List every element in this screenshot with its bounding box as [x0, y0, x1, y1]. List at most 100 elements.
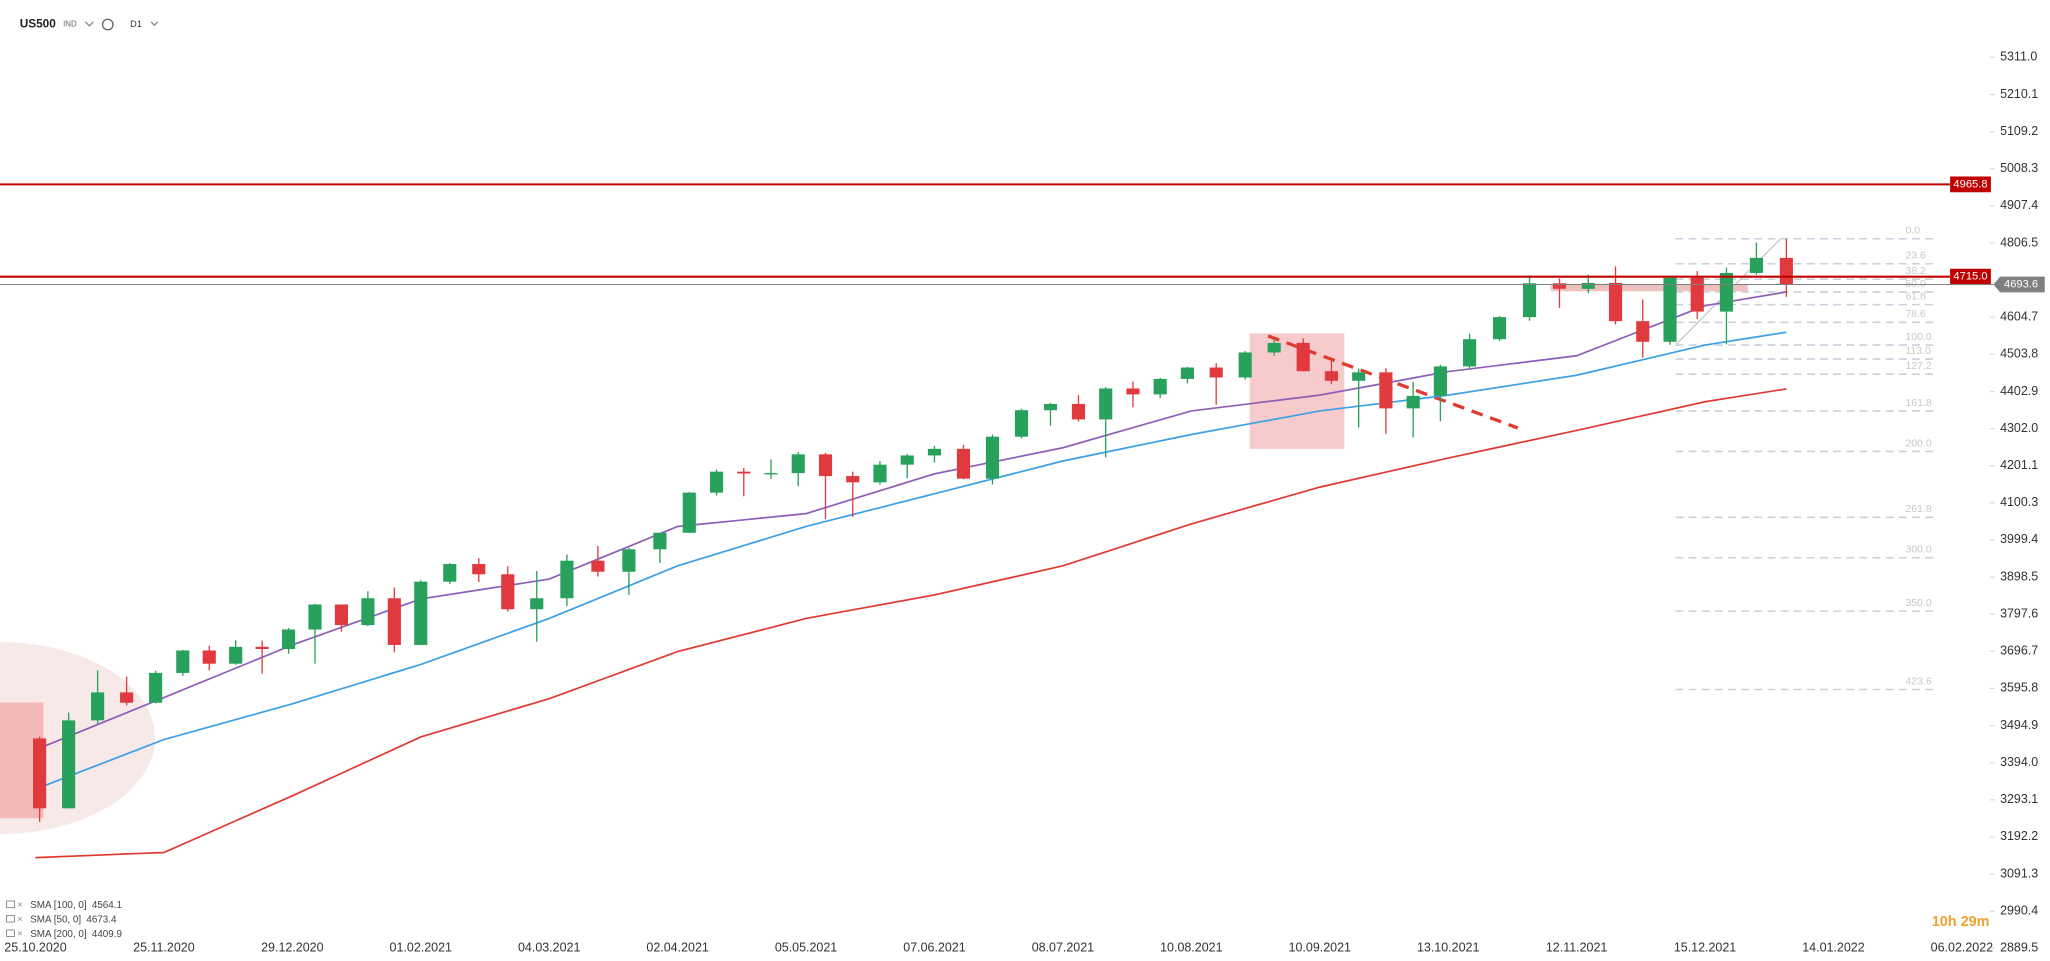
candle-body [764, 473, 778, 475]
candle-body [1749, 257, 1763, 273]
fibonacci: 0.0 23.6 38.250.061.8 78.6 100.0 113.0 127.2 16… [1675, 225, 1935, 691]
candle-body [1492, 317, 1507, 340]
x-tick-label: 25.11.2020 [133, 941, 195, 955]
symbol[interactable]: US500 [20, 17, 57, 31]
candle-body [682, 492, 696, 533]
candle-body [1324, 371, 1338, 381]
candle-body [1779, 257, 1793, 285]
candle-body [1352, 372, 1366, 381]
legend-icon [6, 929, 15, 937]
candle-body [873, 464, 887, 483]
legend-value: 4564.1 [92, 900, 122, 911]
y-tick-label: 2990.4 [2000, 903, 2038, 917]
legend-entry: SMA [200, 0] 4409.9 [30, 928, 122, 939]
fib-label: 38.2 [1905, 265, 1926, 277]
level-label: 4715.0 [1953, 271, 1987, 283]
candle-body [900, 455, 914, 465]
candle-body [653, 532, 667, 550]
y-tick-label: 3394.0 [2000, 755, 2038, 769]
fib-label: 61.8 [1905, 291, 1926, 303]
candle-body [985, 436, 1000, 479]
candle-body [1433, 366, 1447, 396]
x-tick-label: 29.12.2020 [261, 941, 323, 955]
fib-label: 161.8 [1905, 397, 1931, 409]
x-tick-label: 05.05.2021 [775, 941, 837, 955]
level-box [1950, 176, 1991, 193]
x-tick-label: 25.10.2020 [4, 941, 66, 955]
candle-body [1379, 372, 1393, 409]
candle-body [846, 476, 860, 483]
candle-body [1463, 339, 1477, 367]
x-tick-label: 10.08.2021 [1160, 941, 1222, 955]
candle-body [1636, 321, 1650, 342]
candles [33, 238, 1793, 822]
dropdown-icon[interactable] [84, 21, 94, 27]
y-tick-label: 3797.6 [2000, 606, 2038, 620]
x-tick-label: 06.02.2022 [1931, 941, 1993, 955]
candle-body [1690, 277, 1704, 312]
header: US500 IND D1 [20, 17, 159, 31]
y-tick-label: 3999.4 [2000, 532, 2038, 546]
fib-label: 423.6 [1905, 675, 1931, 687]
candle-body [1552, 283, 1567, 289]
fib-label: 78.6 [1905, 308, 1926, 320]
candle-body [1406, 395, 1420, 409]
candle-body [91, 692, 105, 721]
candle-body [791, 454, 805, 474]
fib-label: 350.0 [1905, 597, 1931, 609]
legend-name: SMA [100, 0] [30, 900, 87, 911]
level-label: 4965.8 [1953, 178, 1987, 190]
timer: 10h 29m [1932, 914, 1990, 930]
candle-body [501, 574, 515, 610]
fib-label: 127.2 [1905, 360, 1931, 372]
y-tick-label: 4604.7 [2000, 310, 2038, 324]
y-tick-label: 3192.2 [2000, 829, 2038, 843]
candle-body [1663, 277, 1677, 342]
sma-lines [35, 291, 1787, 859]
fib-label: 200.0 [1905, 437, 1931, 449]
fib-label: 113.0 [1905, 345, 1931, 357]
sma-line [35, 291, 1787, 751]
y-tick-label: 4100.3 [2000, 495, 2038, 509]
candle-body [1071, 403, 1086, 420]
candle-body [120, 692, 134, 703]
y-tick-label: 4907.4 [2000, 198, 2038, 212]
y-tick-label: 3494.9 [2000, 718, 2038, 732]
y-tick-label: 5109.2 [2000, 124, 2038, 138]
y-tick-label: 5210.1 [2000, 87, 2038, 101]
candle-body [229, 646, 243, 664]
candle-body [530, 598, 544, 610]
candle-body [361, 598, 375, 626]
dropdown-icon[interactable] [150, 21, 159, 27]
legend-entry: SMA [50, 0] 4673.4 [30, 914, 117, 925]
fib-label: 261.8 [1905, 503, 1931, 515]
current-price-box [1993, 276, 2045, 293]
y-tick-label: 4402.9 [2000, 384, 2038, 398]
x-tick-label: 04.03.2021 [518, 941, 580, 955]
x-tick-label: 13.10.2021 [1417, 941, 1479, 955]
fib-label: 300.0 [1905, 544, 1931, 556]
timeframe[interactable]: D1 [130, 19, 142, 29]
candle-body [709, 471, 724, 493]
legend-entry: SMA [100, 0] 4564.1 [30, 900, 122, 911]
market: IND [63, 20, 77, 29]
y-tick-label: 3696.7 [2000, 644, 2038, 658]
current-price-label: 4693.6 [2004, 278, 2038, 290]
axes: 5311.0 5210.1 5109.2 5008.3 4907.4 4806.5 4604… [4, 50, 2038, 955]
candle-body [308, 604, 322, 630]
candle-body [1043, 403, 1058, 411]
y-tick-label: 4806.5 [2000, 235, 2038, 249]
legend-icon [6, 900, 15, 909]
legend-icon [6, 915, 15, 923]
x-tick-label: 08.07.2021 [1032, 941, 1094, 955]
candle-body [591, 560, 605, 572]
legend-value: 4673.4 [86, 914, 117, 925]
info-icon[interactable] [101, 18, 114, 31]
candle-body [927, 448, 942, 456]
candle-body [202, 650, 216, 664]
candle-body [1608, 282, 1623, 322]
y-tick-label: 2889.5 [2000, 941, 2038, 955]
